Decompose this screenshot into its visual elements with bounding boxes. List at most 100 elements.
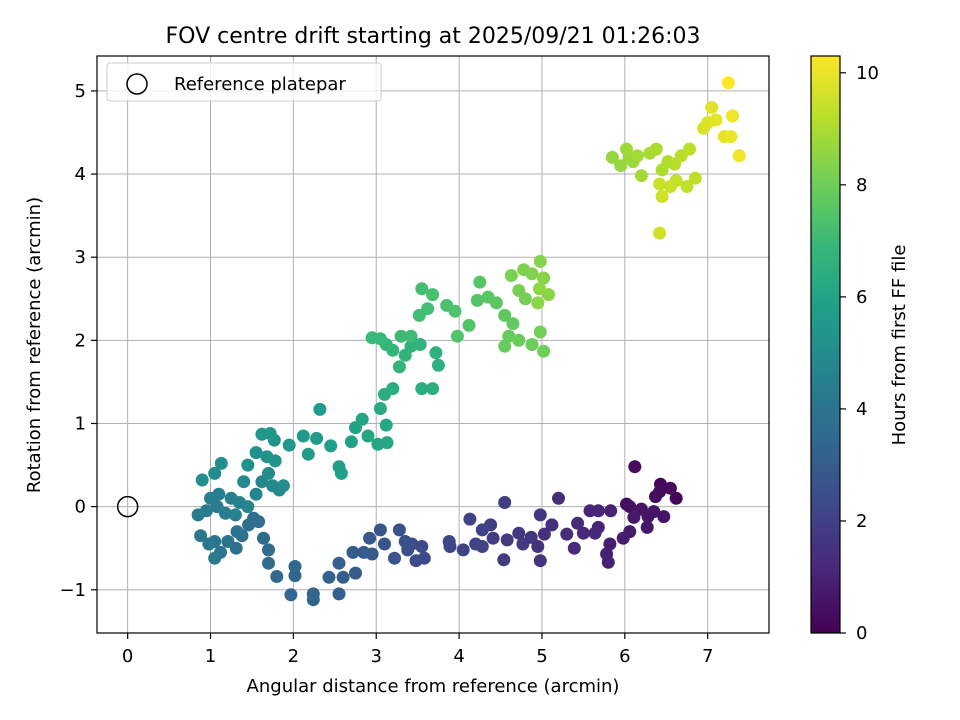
colorbar-tick-label: 2	[856, 511, 867, 532]
data-point	[415, 282, 429, 296]
data-point	[310, 431, 324, 445]
data-point	[506, 317, 520, 331]
data-point	[284, 588, 298, 602]
data-point	[531, 540, 545, 553]
data-point	[379, 418, 393, 432]
data-point	[208, 466, 222, 480]
data-point	[560, 527, 574, 541]
data-point	[270, 570, 284, 583]
data-point	[655, 190, 669, 203]
data-point	[680, 180, 694, 193]
data-point	[194, 529, 208, 543]
data-point	[576, 526, 590, 540]
data-point	[567, 541, 581, 555]
data-point	[498, 308, 512, 322]
data-point	[282, 438, 296, 452]
data-point	[497, 553, 511, 567]
data-point	[386, 382, 400, 396]
data-point	[262, 556, 275, 570]
data-point	[552, 491, 565, 505]
data-point	[409, 554, 423, 568]
data-point	[657, 510, 671, 524]
data-point	[332, 556, 346, 570]
y-axis-ticks: −1 0 1 2 3 4 5	[59, 81, 97, 601]
data-point	[336, 570, 350, 584]
data-point	[241, 500, 255, 514]
data-point	[601, 555, 615, 569]
data-point	[663, 481, 677, 495]
x-axis-label: Angular distance from reference (arcmin)	[247, 676, 620, 697]
data-point	[588, 526, 602, 540]
data-point	[512, 333, 526, 347]
data-point	[630, 149, 644, 163]
data-point	[498, 496, 512, 509]
data-point	[392, 523, 406, 537]
y-tick-label: 3	[75, 247, 86, 268]
data-point	[355, 412, 369, 426]
data-point	[306, 587, 320, 601]
plot-frame	[96, 55, 770, 634]
data-point	[605, 150, 619, 164]
colorbar-tick-label: 6	[856, 287, 867, 308]
colorbar-gradient	[811, 56, 840, 633]
colorbar-tick-label: 0	[856, 623, 867, 644]
data-point	[288, 569, 302, 583]
data-point	[504, 269, 518, 282]
data-point	[462, 318, 476, 332]
y-tick-label: 1	[75, 413, 86, 434]
data-point	[525, 267, 539, 281]
data-point	[263, 427, 277, 440]
data-point	[392, 360, 406, 374]
data-point	[218, 506, 232, 520]
data-point	[732, 149, 746, 163]
data-point	[463, 512, 477, 526]
y-tick-label: 5	[75, 81, 86, 102]
data-point	[721, 76, 735, 90]
data-point	[628, 460, 642, 474]
data-point	[426, 382, 440, 396]
data-point	[500, 533, 514, 547]
data-point	[726, 109, 739, 123]
data-point	[249, 446, 263, 460]
data-point	[604, 504, 618, 518]
data-point	[415, 382, 429, 396]
legend: Reference platepar	[106, 62, 382, 102]
data-point	[512, 526, 526, 540]
data-point	[296, 429, 310, 443]
colorbar-tick-label: 8	[856, 175, 867, 196]
data-point	[262, 466, 275, 480]
plot-area: 0 1 2 3 4 5 6 7 −1 0 1 2 3 4 5	[59, 55, 770, 667]
data-point	[623, 500, 637, 514]
legend-entry-label: Reference platepar	[174, 74, 346, 95]
data-point	[525, 338, 539, 351]
data-point	[365, 331, 379, 345]
colorbar-tick-label: 4	[856, 399, 867, 420]
data-point	[614, 159, 628, 173]
data-point	[537, 271, 551, 285]
data-point	[634, 169, 648, 183]
data-point	[616, 531, 630, 545]
y-axis-label: Rotation from reference (arcmin)	[24, 197, 45, 493]
data-point	[486, 531, 500, 545]
data-point	[663, 180, 677, 193]
data-point	[533, 325, 547, 339]
data-point	[199, 504, 213, 518]
data-point	[262, 543, 275, 557]
plot-background	[97, 56, 769, 633]
data-point	[512, 284, 526, 297]
data-point	[373, 523, 387, 537]
data-point	[346, 545, 360, 559]
data-point	[653, 177, 667, 191]
legend-box	[106, 62, 382, 102]
data-point	[531, 296, 545, 310]
data-point	[268, 454, 282, 468]
data-point	[373, 402, 387, 415]
x-tick-label: 6	[619, 646, 630, 667]
data-point	[448, 304, 462, 318]
data-point	[724, 130, 738, 144]
data-point	[214, 456, 228, 470]
data-point	[322, 570, 336, 584]
data-point	[208, 551, 222, 565]
x-tick-label: 7	[702, 646, 713, 667]
data-point	[357, 545, 371, 559]
